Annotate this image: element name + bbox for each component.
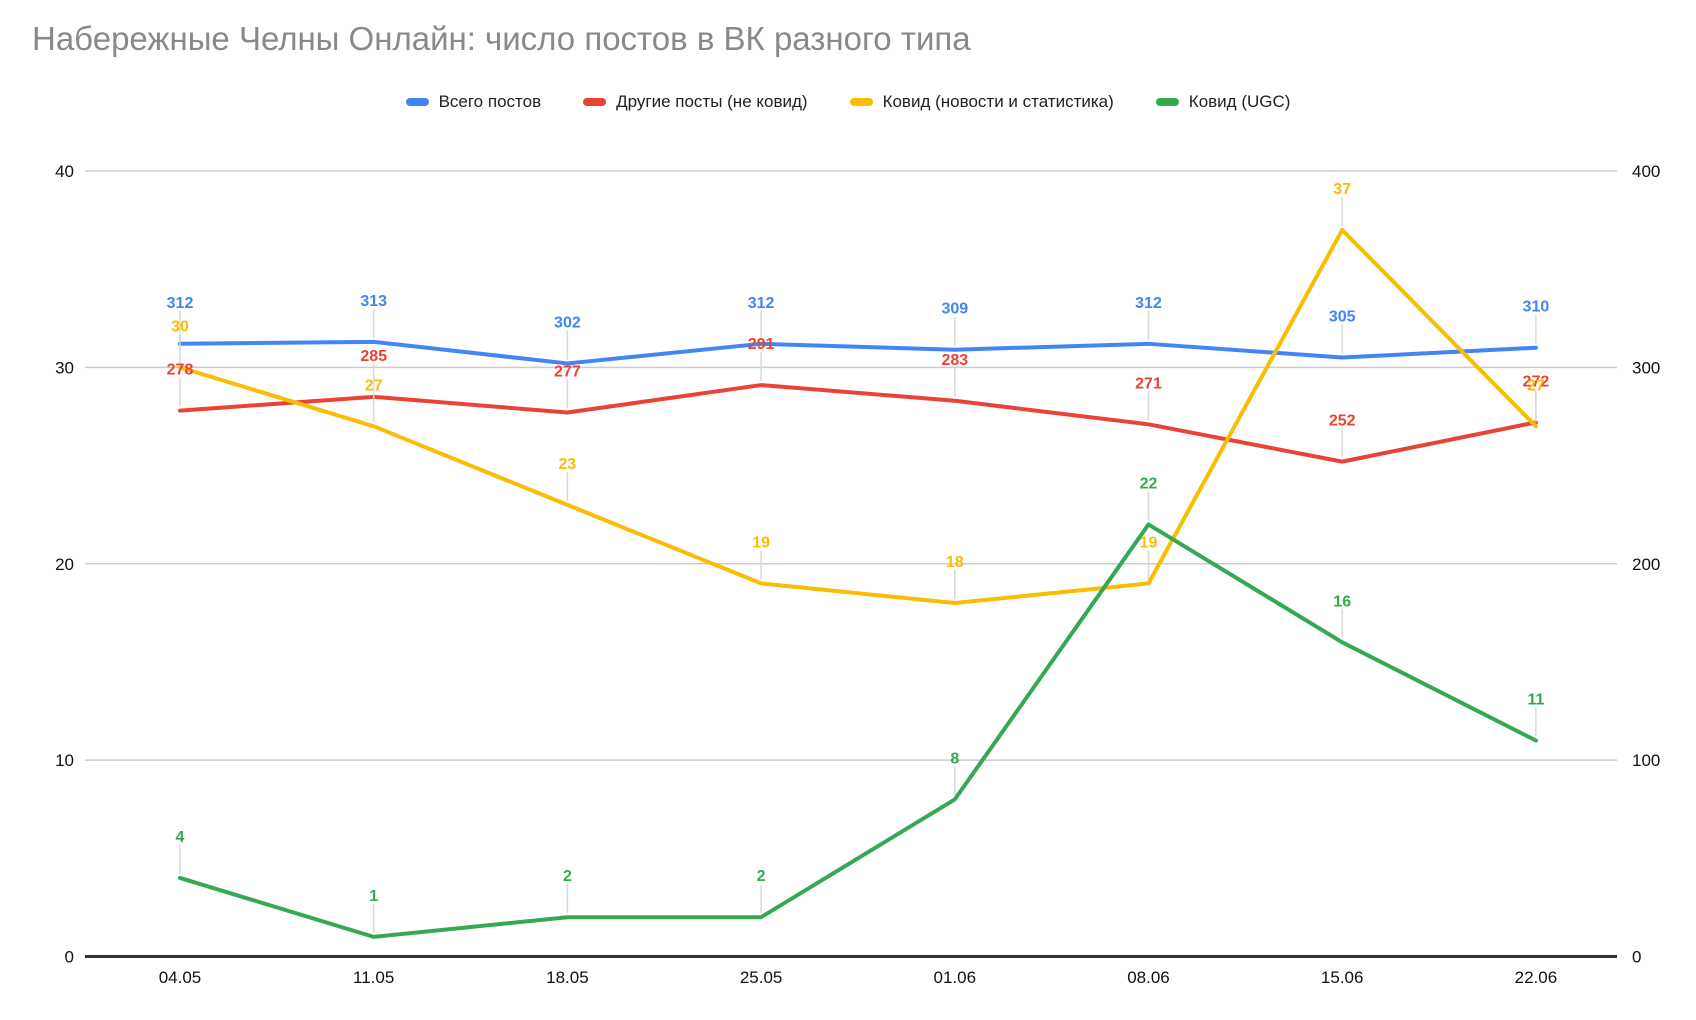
data-label-other-posts-non-covid: 277: [554, 364, 581, 381]
x-axis-tick-label: 01.06: [934, 968, 977, 987]
data-label-covid-news-statistics: 23: [559, 456, 577, 473]
data-label-covid-news-statistics: 19: [752, 534, 770, 551]
data-label-total-posts: 313: [360, 293, 387, 310]
data-label-other-posts-non-covid: 278: [167, 362, 194, 379]
data-label-total-posts: 302: [554, 314, 581, 331]
data-label-total-posts: 305: [1329, 309, 1356, 326]
series-line-total-posts: [178, 339, 1538, 366]
data-label-total-posts: 309: [941, 301, 968, 318]
legend: Всего постов Другие посты (не ковид) Ковид…: [0, 92, 1696, 112]
right-axis-tick-label: 200: [1632, 555, 1660, 574]
data-label-covid-news-statistics: 27: [1527, 377, 1545, 394]
legend-swatch-icon: [405, 98, 429, 106]
x-axis-tick-label: 11.05: [353, 968, 394, 987]
right-axis-tick-label: 0: [1632, 948, 1641, 967]
legend-swatch-icon: [583, 98, 607, 106]
data-label-covid-news-statistics: 19: [1140, 534, 1158, 551]
data-label-total-posts: 312: [748, 295, 775, 312]
legend-label: Ковид (UGC): [1188, 92, 1291, 111]
legend-swatch-icon: [1155, 98, 1179, 106]
data-label-other-posts-non-covid: 285: [360, 348, 387, 365]
data-label-covid-news-statistics: 30: [171, 318, 189, 335]
x-axis-tick-label: 15.06: [1321, 968, 1364, 987]
series-line-covid-news-statistics: [178, 227, 1538, 606]
data-label-covid-news-statistics: 37: [1333, 181, 1351, 198]
x-axis-tick-label: 08.06: [1127, 968, 1170, 987]
legend-item-total-posts: Всего постов: [405, 92, 542, 112]
data-label-covid-ugc: 1: [369, 888, 378, 905]
x-axis-tick-label: 18.05: [546, 968, 589, 987]
right-axis-tick-label: 300: [1632, 358, 1660, 377]
chart-title: Набережные Челны Онлайн: число постов в …: [32, 20, 971, 57]
data-label-total-posts: 312: [167, 295, 194, 312]
left-axis-tick-label: 30: [55, 358, 74, 377]
legend-item-other-posts-non-covid: Другие посты (не ковид): [583, 92, 808, 112]
data-label-other-posts-non-covid: 271: [1135, 375, 1162, 392]
data-label-other-posts-non-covid: 291: [748, 336, 775, 353]
data-label-other-posts-non-covid: 272: [1523, 373, 1550, 390]
legend-label: Ковид (новости и статистика): [882, 92, 1114, 111]
data-label-covid-ugc: 2: [563, 868, 572, 885]
left-axis-tick-label: 20: [55, 555, 74, 574]
series-line-covid-ugc: [178, 522, 1538, 939]
legend-label: Всего постов: [438, 92, 542, 111]
right-axis-tick-label: 100: [1632, 751, 1660, 770]
data-label-total-posts: 312: [1135, 295, 1162, 312]
x-axis-tick-label: 22.06: [1515, 968, 1558, 987]
left-axis-tick-label: 10: [55, 751, 74, 770]
data-label-covid-ugc: 2: [757, 868, 766, 885]
x-axis-tick-label: 25.05: [740, 968, 783, 987]
series-line-other-posts-non-covid: [178, 383, 1538, 464]
x-axis-tick-label: 04.05: [159, 968, 202, 987]
right-axis-tick-label: 400: [1632, 162, 1660, 181]
data-label-covid-ugc: 4: [176, 829, 185, 846]
data-label-covid-news-statistics: 18: [946, 554, 964, 571]
legend-item-covid-ugc: Ковид (UGC): [1155, 92, 1291, 112]
left-axis-tick-label: 0: [65, 948, 74, 967]
legend-item-covid-news-statistics: Ковид (новости и статистика): [849, 92, 1114, 112]
data-label-covid-ugc: 22: [1140, 475, 1158, 492]
data-label-other-posts-non-covid: 283: [941, 352, 968, 369]
left-axis-tick-label: 40: [55, 162, 74, 181]
legend-label: Другие посты (не ковид): [616, 92, 808, 111]
data-label-other-posts-non-covid: 252: [1329, 413, 1356, 430]
data-label-covid-ugc: 8: [950, 750, 959, 767]
data-label-total-posts: 310: [1523, 299, 1550, 316]
data-label-covid-ugc: 16: [1333, 593, 1351, 610]
data-label-covid-ugc: 11: [1527, 691, 1544, 708]
legend-swatch-icon: [849, 98, 873, 106]
data-label-covid-news-statistics: 27: [365, 377, 383, 394]
